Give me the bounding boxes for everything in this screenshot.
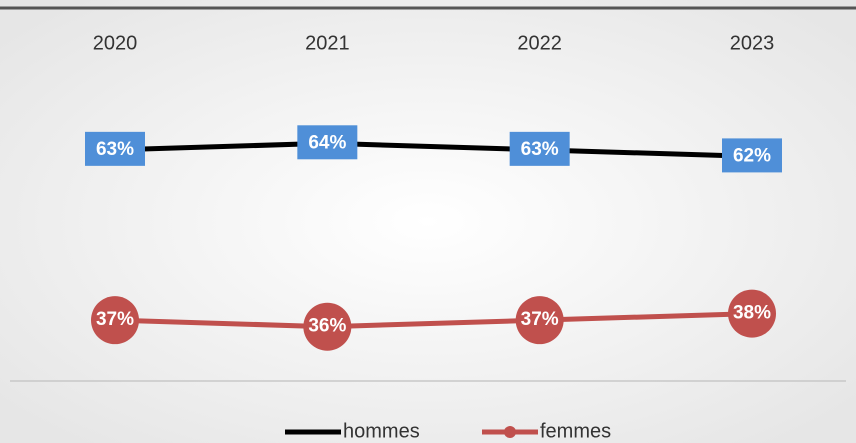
label-box — [509, 131, 570, 166]
point-marker — [91, 296, 139, 345]
series-line — [114, 311, 753, 330]
point-marker — [515, 296, 564, 345]
point-marker — [303, 302, 352, 351]
label-box — [297, 125, 358, 160]
label-box — [722, 138, 782, 173]
x-tick-label: 2020 — [93, 32, 138, 54]
legend-label: hommes — [343, 420, 420, 442]
legend-label: femmes — [540, 420, 611, 442]
series-line — [114, 140, 753, 159]
data-label: 36% — [308, 316, 346, 337]
data-label: 37% — [521, 309, 559, 330]
point-marker — [728, 289, 776, 338]
label-box — [85, 131, 145, 166]
x-tick-label: 2023 — [730, 32, 775, 54]
data-label: 62% — [733, 145, 771, 166]
x-tick-label: 2022 — [517, 32, 562, 54]
data-label: 37% — [96, 309, 134, 330]
legend-marker — [504, 426, 516, 438]
data-label: 64% — [308, 132, 346, 153]
data-label: 38% — [733, 303, 771, 324]
x-tick-label: 2021 — [305, 32, 350, 54]
data-label: 63% — [521, 139, 559, 160]
data-label: 63% — [96, 139, 134, 160]
